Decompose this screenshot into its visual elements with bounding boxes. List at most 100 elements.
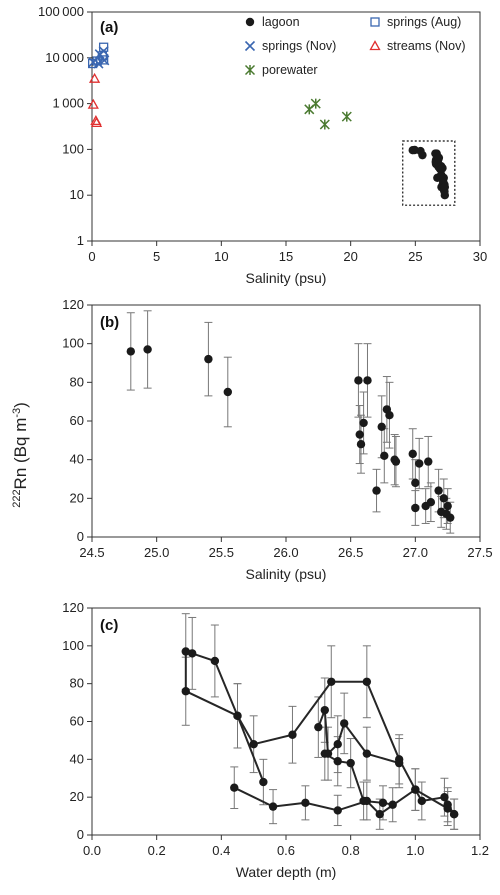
x-tick-label: 0 [88,249,95,264]
y-tick-label: 100 [62,336,84,351]
panel-a-chart: 0 5 10 15 20 25 30 1 10 100 1 000 10 000 100 000 Sali… [38,4,487,286]
data-point [181,687,190,696]
data-point [440,792,449,802]
y-tick-label: 0 [77,529,84,544]
x-tick-label: 26.5 [338,545,363,560]
data-point [417,796,426,806]
data-point [440,182,450,192]
x-tick-label: 25.5 [209,545,234,560]
panel-b-chart: 24.5 25.0 25.5 26.0 26.5 27.0 27.5 0 20 40 60 80 100… [62,297,492,582]
data-point [233,711,242,721]
y-label-main: Rn (Bq m [11,418,30,490]
data-point [354,376,363,385]
legend-label: porewater [262,63,318,77]
y-tick-label: 0 [77,827,84,842]
data-point [310,98,321,109]
y-tick-label: 80 [70,374,84,389]
y-tick-label: 100 000 [38,4,84,19]
panel-label: (c) [100,617,118,634]
data-point [359,418,368,428]
data-point [346,758,355,768]
x-tick-label: 30 [473,249,487,264]
x-axis-label: Salinity (psu) [246,566,327,582]
y-tick-label: 1 000 [52,96,84,111]
data-point [411,503,420,513]
data-point [415,459,424,468]
shared-y-axis-label: 222Rn (Bq m-3) [11,402,30,508]
data-point [426,498,436,507]
data-point [438,163,447,173]
data-point [143,345,152,354]
legend-label: lagoon [262,15,300,29]
x-tick-label: 25 [408,249,422,264]
y-tick-label: 60 [70,413,84,428]
data-point [362,677,372,686]
data-point [245,17,255,27]
data-point [319,119,330,130]
data-point [288,730,297,739]
y-tick-label: 120 [62,600,84,615]
data-point [87,98,99,109]
panel-label: (a) [100,19,118,36]
x-tick-label: 10 [214,249,228,264]
x-axis-label: Water depth (m) [236,864,337,880]
data-point [249,740,258,749]
x-tick-label: 0.8 [342,843,360,858]
data-point [391,457,401,466]
data-point [372,486,381,495]
data-point [377,422,386,431]
y-tick-label: 60 [70,714,84,729]
data-point [126,347,135,356]
plot-frame [91,304,481,538]
data-point [230,783,239,792]
y-tick-label: 100 [62,141,84,156]
data-point [244,64,256,76]
data-point [439,173,448,182]
x-tick-label: 26.0 [273,545,298,560]
data-point [443,501,452,511]
data-point [375,809,384,819]
x-tick-label: 0.4 [212,843,230,858]
x-tick-label: 25.0 [144,545,169,560]
data-point [99,55,110,66]
legend-label: springs (Nov) [262,39,336,53]
data-point [378,798,388,808]
lagoon-highlight-box [402,140,456,206]
data-point [434,486,443,495]
series-line [191,652,265,783]
y-tick-label: 100 [62,638,84,653]
data-point [363,376,372,385]
x-tick-label: 1.2 [471,843,489,858]
data-point [333,757,342,766]
data-point [394,758,404,768]
data-point [244,40,256,52]
data-point [440,191,450,200]
panel-label: (b) [100,314,119,331]
data-point [204,354,213,364]
x-tick-label: 27.5 [467,545,492,560]
x-tick-label: 24.5 [79,545,104,560]
data-point [333,806,342,815]
x-tick-label: 0.0 [83,843,101,858]
data-point [181,647,190,656]
y-tick-label: 120 [62,297,84,312]
x-tick-label: 0.6 [277,843,295,858]
data-point [327,677,336,686]
x-tick-label: 27.0 [403,545,428,560]
data-point [314,722,323,732]
y-label-superscript: 222 [11,489,23,507]
y-tick-label: 10 [70,187,84,202]
data-point [411,478,420,488]
data-point [356,440,366,449]
legend-label: streams (Nov) [387,39,465,53]
data-point [93,58,104,69]
data-point [385,411,394,420]
data-point [268,802,278,811]
data-point [355,430,364,439]
data-point [362,749,372,758]
data-point [304,104,315,115]
data-point [411,785,420,794]
data-point [340,719,349,728]
y-tick-label: 40 [70,751,84,766]
